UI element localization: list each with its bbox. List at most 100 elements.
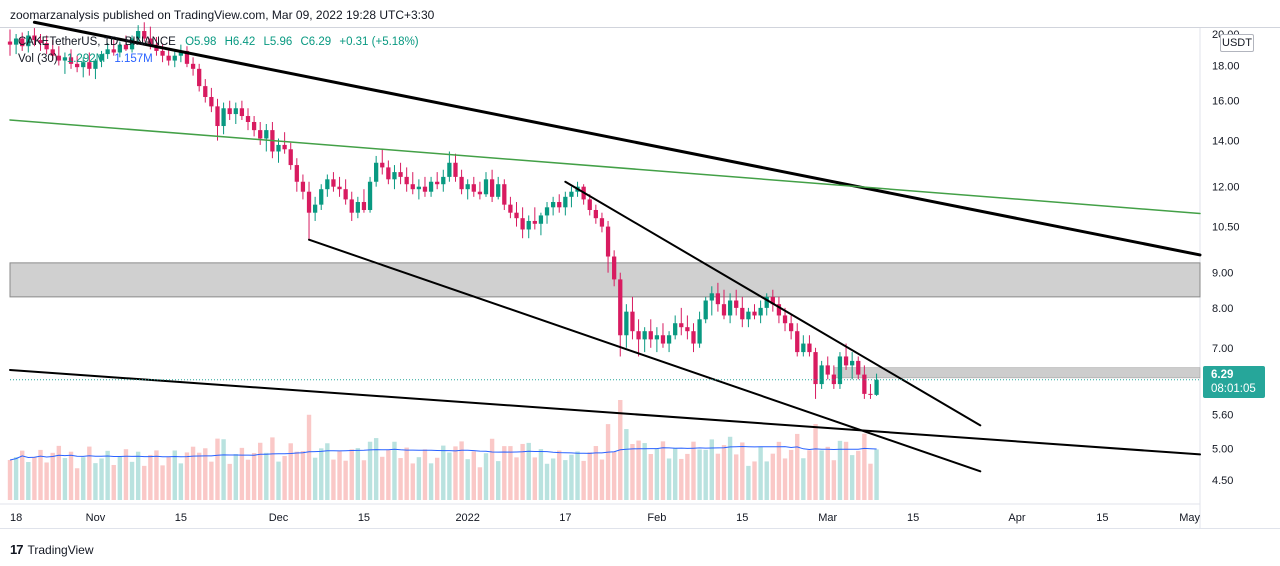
- candle-body: [508, 204, 513, 213]
- candle-body: [44, 43, 49, 50]
- low-value: L5.96: [263, 36, 293, 48]
- volume-bar: [679, 458, 684, 500]
- candle: [56, 46, 61, 66]
- volume-bar: [380, 456, 385, 500]
- volume-bar: [50, 452, 55, 500]
- candle-body: [636, 331, 641, 340]
- high-value: H6.42: [224, 36, 256, 48]
- candle-body: [386, 167, 391, 180]
- publish-line: zoomarzanalysis published on TradingView…: [10, 8, 435, 22]
- price-tick-label: 5.00: [1212, 443, 1233, 455]
- volume-bar: [465, 459, 470, 500]
- candle-body: [520, 218, 525, 230]
- candle-body: [404, 176, 409, 185]
- candle: [868, 384, 873, 399]
- candle-body: [770, 296, 775, 305]
- volume-bar: [288, 443, 293, 500]
- candle: [703, 296, 708, 324]
- candle: [593, 204, 598, 224]
- candle-body: [740, 307, 745, 320]
- volume-bar: [508, 446, 513, 500]
- volume-bar: [434, 457, 440, 500]
- time-tick-label: May: [1179, 512, 1200, 524]
- candle: [727, 293, 733, 324]
- volume-bar: [233, 454, 238, 500]
- trendline-long-support: [9, 368, 1201, 456]
- volume-bar: [74, 468, 80, 500]
- candle-body: [306, 191, 312, 213]
- price-axis[interactable]: 20.0018.0016.0014.0012.0010.509.008.007.…: [1212, 29, 1240, 487]
- candle-body: [807, 343, 812, 353]
- candle: [715, 282, 721, 312]
- candle-body: [312, 204, 318, 213]
- candle: [801, 335, 806, 357]
- price-tick-label: 9.00: [1212, 268, 1233, 280]
- candle: [32, 28, 37, 47]
- volume-bar: [477, 467, 483, 500]
- candle: [178, 44, 184, 63]
- candle: [563, 191, 568, 216]
- price-tick-label: 4.50: [1212, 475, 1233, 487]
- candle-body: [727, 300, 733, 316]
- candle: [239, 100, 245, 120]
- candle: [319, 184, 324, 210]
- time-tick-label: 15: [907, 512, 919, 524]
- volume-bar: [447, 452, 452, 500]
- candle: [68, 49, 74, 69]
- candle-body: [795, 331, 800, 353]
- volume-bar: [306, 414, 312, 500]
- candle-body: [68, 57, 74, 64]
- candle-body: [526, 220, 531, 230]
- tradingview-logo[interactable]: 17 TradingView: [10, 542, 94, 557]
- candle: [190, 57, 196, 76]
- candle: [654, 327, 660, 353]
- candle: [770, 289, 775, 312]
- candle: [386, 160, 391, 185]
- candle: [74, 55, 80, 73]
- candle: [862, 365, 867, 399]
- volume-bar: [605, 424, 611, 500]
- volume-bar: [239, 447, 245, 500]
- volume-bar: [575, 451, 580, 500]
- volume-bar: [636, 440, 641, 500]
- candle: [215, 98, 220, 141]
- candle-body: [569, 191, 574, 197]
- volume-bar: [538, 449, 544, 500]
- volume-bar: [752, 461, 757, 500]
- candle: [184, 46, 190, 68]
- price-chart[interactable]: 20.0018.0016.0014.0012.0010.509.008.007.…: [0, 0, 1280, 528]
- volume-bar: [782, 458, 788, 500]
- volume-bar: [764, 461, 769, 500]
- price-tick-label: 14.00: [1212, 136, 1240, 148]
- currency-badge[interactable]: USDT: [1220, 34, 1254, 52]
- price-tick-label: 5.60: [1212, 409, 1233, 421]
- candle-body: [813, 352, 818, 385]
- trendline-channel-upper: [564, 180, 982, 427]
- volume-bar: [154, 450, 159, 500]
- volume-bar: [453, 446, 458, 500]
- candle-body: [26, 35, 31, 47]
- candle: [380, 149, 385, 175]
- volume-bar: [557, 450, 562, 500]
- candle: [612, 250, 617, 287]
- volume-bar: [300, 451, 306, 500]
- price-tick-label: 10.50: [1212, 222, 1240, 234]
- candle: [166, 47, 171, 66]
- candle-body: [380, 162, 385, 168]
- close-value: C6.29: [300, 36, 332, 48]
- volume-bar: [386, 450, 391, 500]
- candle: [709, 286, 714, 316]
- time-tick-label: Apr: [1008, 512, 1025, 524]
- volume-bar: [843, 441, 849, 500]
- volume-bar: [831, 460, 837, 500]
- candle: [526, 215, 531, 239]
- volume-bar: [672, 447, 678, 500]
- volume-bar: [355, 448, 361, 500]
- time-axis[interactable]: 18 Nov 15 Dec 15 2022 17 Feb 15 Mar 15 Apr 15 May: [10, 512, 1200, 524]
- volume-bar: [373, 438, 379, 500]
- symbol-legend: CAKETetherUS, 1D, BINANCE O5.98 H6.42 L5…: [18, 36, 419, 48]
- volume-bar: [648, 454, 653, 500]
- candle: [209, 87, 214, 113]
- volume-bar: [227, 463, 232, 500]
- candle: [471, 176, 476, 197]
